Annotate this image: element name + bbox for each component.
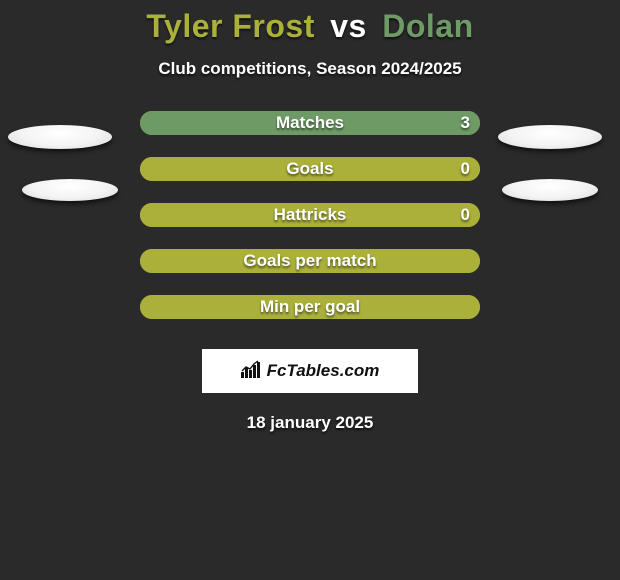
barchart-icon <box>241 360 263 383</box>
stat-bar-track <box>140 249 480 273</box>
date-text: 18 january 2025 <box>0 413 620 433</box>
stat-bar-left <box>140 295 480 319</box>
stat-bar-left <box>140 157 480 181</box>
stats-block: Matches3Goals0Hattricks0Goals per matchM… <box>0 111 620 341</box>
stat-row: Hattricks0 <box>0 203 620 249</box>
stat-bar-left <box>140 249 480 273</box>
stat-bar-left <box>140 203 480 227</box>
stat-bar-right <box>140 111 480 135</box>
brand-text: FcTables.com <box>267 361 380 381</box>
stat-bar-track <box>140 111 480 135</box>
page-title: Tyler Frost vs Dolan <box>0 8 620 45</box>
stat-row: Matches3 <box>0 111 620 157</box>
stat-value-right: 0 <box>461 157 470 181</box>
title-player1: Tyler Frost <box>146 8 315 44</box>
stat-row: Min per goal <box>0 295 620 341</box>
title-player2: Dolan <box>382 8 473 44</box>
stat-value-right: 3 <box>461 111 470 135</box>
stat-bar-track <box>140 295 480 319</box>
stat-bar-track <box>140 157 480 181</box>
stat-bar-track <box>140 203 480 227</box>
stat-row: Goals per match <box>0 249 620 295</box>
stat-value-right: 0 <box>461 203 470 227</box>
stat-row: Goals0 <box>0 157 620 203</box>
infographic-root: Tyler Frost vs Dolan Club competitions, … <box>0 0 620 580</box>
title-vs: vs <box>330 8 367 44</box>
subtitle: Club competitions, Season 2024/2025 <box>0 59 620 79</box>
brand-box: FcTables.com <box>202 349 418 393</box>
